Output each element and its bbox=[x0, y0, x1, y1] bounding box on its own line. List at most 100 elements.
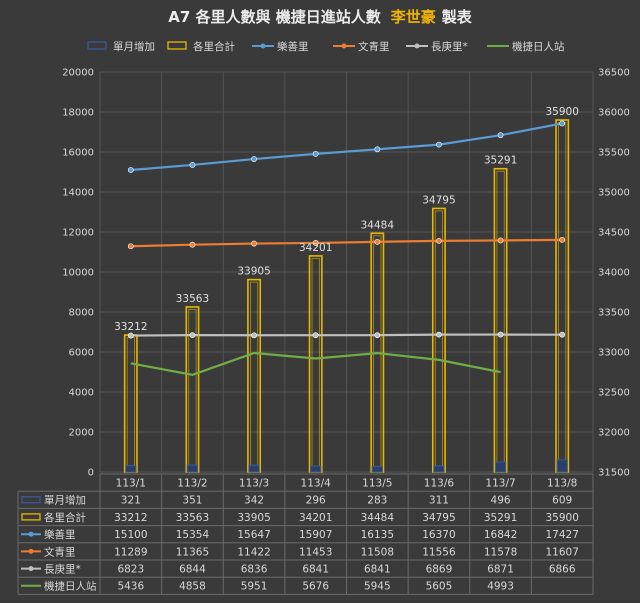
bar-village-total-inner bbox=[558, 122, 567, 470]
point-changgeng bbox=[312, 332, 319, 339]
left-tick-label: 2000 bbox=[69, 428, 94, 439]
legend-label: 各里合計 bbox=[193, 40, 235, 53]
bar-monthly-increase bbox=[248, 464, 260, 473]
point-wenyu bbox=[374, 238, 381, 245]
bar-village-total-inner bbox=[311, 258, 320, 470]
table-cell: 11578 bbox=[484, 546, 517, 558]
legend-label: 機捷日人站 bbox=[512, 40, 565, 53]
point-wenyu bbox=[251, 240, 257, 247]
left-tick-label: 20000 bbox=[62, 68, 94, 79]
table-cell: 5676 bbox=[302, 581, 329, 593]
bar-village-total bbox=[555, 119, 570, 473]
left-tick-label: 8000 bbox=[69, 308, 94, 319]
point-changgeng bbox=[436, 331, 442, 338]
left-tick-label: 14000 bbox=[62, 188, 94, 199]
right-tick-label: 36000 bbox=[598, 108, 630, 119]
table-cell: 6869 bbox=[426, 564, 453, 576]
table-cell: 33563 bbox=[176, 512, 209, 524]
line-changgeng bbox=[130, 333, 563, 337]
right-tick-label: 34000 bbox=[598, 268, 630, 279]
village-total-data-labels: 33212 33563 33905 34201 34484 34795 35291 35900 bbox=[114, 106, 579, 333]
table-cell: 34484 bbox=[361, 512, 395, 524]
bar-monthly-increase bbox=[494, 461, 507, 473]
table-cell: 5951 bbox=[241, 581, 268, 593]
table-cell: 16135 bbox=[361, 529, 394, 541]
table-cell: 11556 bbox=[422, 546, 456, 558]
bar-village-total bbox=[493, 167, 508, 473]
data-label-village-total: 33212 bbox=[114, 321, 147, 333]
left-tick-label: 16000 bbox=[62, 148, 94, 159]
legend-label: 樂善里 bbox=[277, 40, 309, 53]
table-cell: 5605 bbox=[426, 581, 453, 593]
table-row-swatch bbox=[21, 496, 41, 504]
table-cell: 6841 bbox=[364, 564, 391, 576]
table-cell: 496 bbox=[491, 495, 511, 507]
table-row-label: 長庚里* bbox=[44, 563, 81, 576]
right-tick-label: 32000 bbox=[598, 428, 630, 439]
x-category-label: 113/1 bbox=[116, 478, 146, 490]
point-changgeng bbox=[559, 331, 566, 338]
series-wenyu-line bbox=[127, 236, 566, 250]
series-mrt-line bbox=[130, 351, 501, 376]
table-row-leshan: 樂善里 15100 15354 15647 15907 16135 16370 16842 17… bbox=[21, 528, 579, 541]
table-cell: 11607 bbox=[545, 546, 578, 558]
data-table: 113/1 113/2 113/3 113/4 113/5 113/6 113/7 113/8… bbox=[17, 473, 594, 595]
table-cell: 33212 bbox=[114, 512, 147, 524]
table-cell: 6841 bbox=[302, 564, 329, 576]
data-label-village-total: 34484 bbox=[361, 219, 395, 231]
bar-monthly-increase bbox=[125, 465, 137, 473]
table-row-label: 單月增加 bbox=[44, 494, 86, 507]
data-label-village-total: 34201 bbox=[299, 242, 332, 254]
legend-marker bbox=[260, 43, 266, 49]
left-axis-ticks: 0 2000 4000 6000 8000 10000 12000 14000 16000 180… bbox=[62, 68, 94, 479]
table-cell: 609 bbox=[552, 495, 572, 507]
table-cell: 311 bbox=[429, 495, 449, 507]
table-cell: 351 bbox=[182, 495, 202, 507]
legend-label: 單月增加 bbox=[113, 40, 155, 53]
table-cell: 35291 bbox=[484, 512, 517, 524]
table-cell: 15354 bbox=[176, 529, 210, 541]
x-category-label: 113/7 bbox=[485, 478, 515, 490]
x-category-label: 113/2 bbox=[177, 478, 207, 490]
table-row-marker bbox=[28, 548, 34, 554]
bar-village-total-inner bbox=[434, 210, 443, 470]
bar-village-total-inner bbox=[249, 281, 259, 470]
table-cell: 15100 bbox=[114, 529, 147, 541]
table-cell: 35900 bbox=[545, 512, 578, 524]
table-cell: 6871 bbox=[487, 564, 514, 576]
point-leshan bbox=[374, 146, 381, 153]
table-row-mrt: 機捷日人站 5436 4858 5951 5676 5945 5605 4993 bbox=[21, 580, 514, 593]
bar-monthly-increase bbox=[310, 465, 322, 473]
table-cell: 5945 bbox=[364, 581, 391, 593]
legend: 單月增加 各里合計 樂善里 文青里 長庚里* 機捷日人站 bbox=[87, 40, 565, 53]
series-monthly-increase-bars bbox=[125, 459, 568, 473]
table-cell: 11365 bbox=[176, 546, 209, 558]
right-tick-label: 34500 bbox=[598, 228, 630, 239]
right-tick-label: 35000 bbox=[598, 188, 630, 199]
right-tick-label: 31500 bbox=[598, 468, 630, 479]
point-wenyu bbox=[559, 236, 566, 243]
table-cell: 33905 bbox=[237, 512, 270, 524]
bar-monthly-increase bbox=[186, 464, 199, 473]
table-cell: 11453 bbox=[299, 546, 332, 558]
table-cell: 34795 bbox=[422, 512, 455, 524]
left-tick-label: 10000 bbox=[62, 268, 94, 279]
table-cell: 11422 bbox=[237, 546, 270, 558]
legend-marker bbox=[414, 43, 420, 49]
point-changgeng bbox=[497, 331, 504, 338]
right-tick-label: 35500 bbox=[598, 148, 630, 159]
legend-item-leshan: 樂善里 bbox=[252, 40, 309, 53]
line-mrt bbox=[130, 351, 501, 376]
table-cell: 6836 bbox=[241, 564, 268, 576]
legend-swatch bbox=[87, 41, 107, 50]
right-tick-label: 33000 bbox=[598, 348, 630, 359]
legend-item-wenyu: 文青里 bbox=[333, 40, 390, 53]
point-leshan bbox=[127, 167, 134, 173]
table-row-label: 樂善里 bbox=[44, 528, 76, 541]
bar-village-total bbox=[308, 255, 323, 473]
right-axis-ticks: 31500 32000 32500 33000 33500 34000 34500 35000… bbox=[598, 68, 630, 479]
bar-monthly-increase bbox=[556, 459, 568, 473]
data-label-village-total: 35291 bbox=[484, 155, 517, 167]
bar-village-total-inner bbox=[126, 337, 135, 470]
